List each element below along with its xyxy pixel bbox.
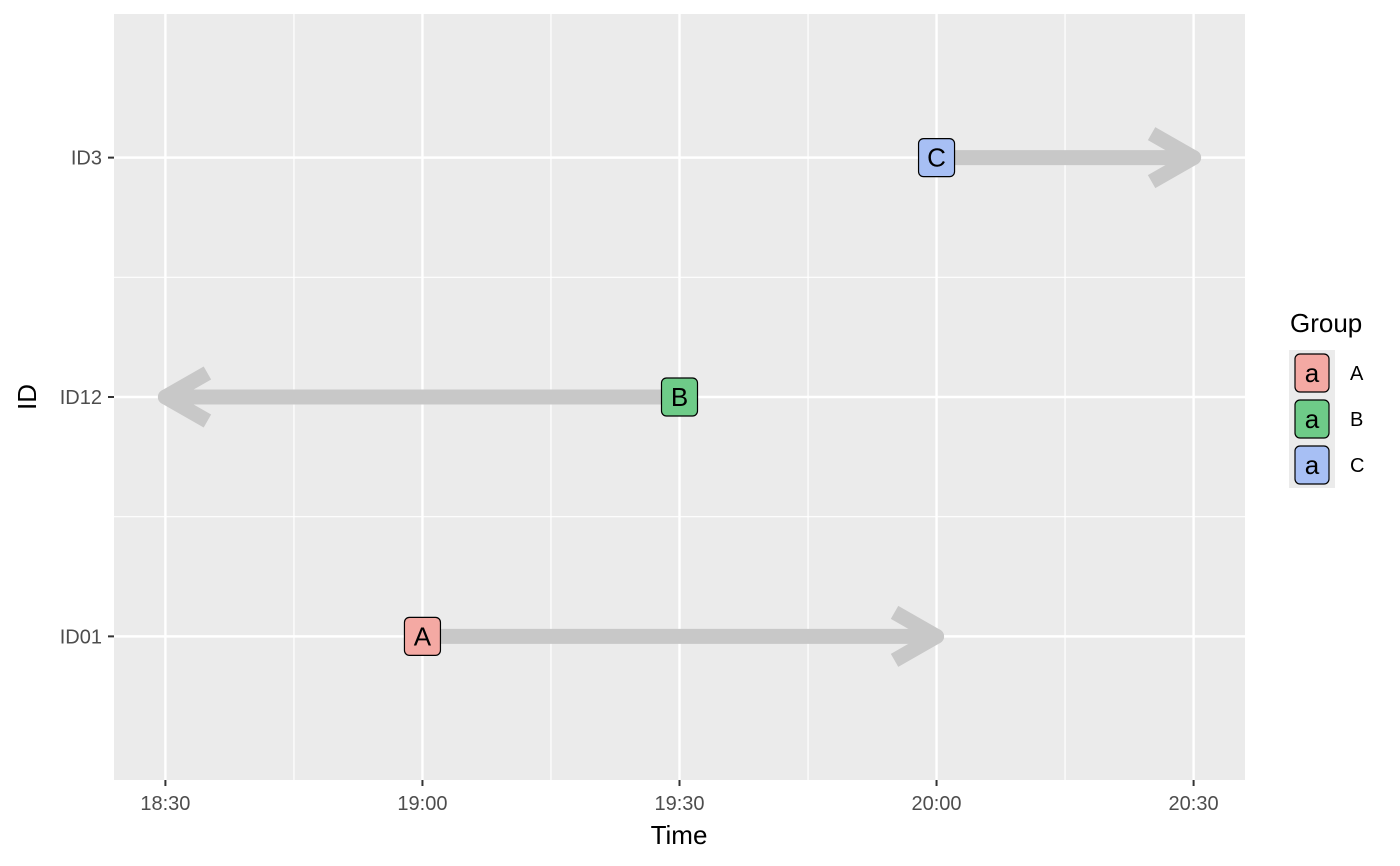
- x-tick-label: 19:00: [397, 793, 447, 815]
- major-grid: [114, 14, 1245, 780]
- point-label-C: C: [917, 138, 956, 178]
- legend-key-glyph: a: [1305, 404, 1320, 434]
- arrows: [157, 127, 1202, 667]
- legend-key: [1294, 399, 1330, 439]
- arrow-head: [1147, 127, 1202, 189]
- point-labels: A B C: [403, 138, 956, 656]
- legend-key: [1294, 353, 1330, 393]
- legend-label: A: [1350, 363, 1364, 385]
- label-text: C: [927, 143, 946, 173]
- legend-key: [1294, 445, 1330, 485]
- arrow-C: [929, 127, 1202, 189]
- x-axis-title: Time: [651, 820, 708, 850]
- y-tick-label: ID01: [60, 626, 102, 648]
- x-tick-label: 20:30: [1169, 793, 1219, 815]
- y-tick-label: ID3: [71, 148, 102, 170]
- legend-title: Group: [1290, 308, 1362, 338]
- legend: Group a Aa Ba C: [1289, 308, 1364, 488]
- y-axis: ID01 ID12 ID3: [60, 148, 114, 648]
- legend-key-glyph: a: [1305, 358, 1320, 388]
- label-text: B: [671, 382, 688, 412]
- point-label-A: A: [403, 616, 442, 656]
- x-tick-label: 19:30: [654, 793, 704, 815]
- label-box: [917, 138, 956, 178]
- legend-key-glyph: a: [1305, 450, 1320, 480]
- arrow-head: [890, 605, 945, 667]
- arrow-B: [157, 366, 687, 428]
- arrow-A: [414, 605, 945, 667]
- x-tick-label: 20:00: [912, 793, 962, 815]
- arrow-head: [157, 366, 212, 428]
- x-tick-label: 18:30: [140, 793, 190, 815]
- label-text: A: [414, 621, 432, 651]
- legend-label: C: [1350, 455, 1364, 477]
- y-axis-title: ID: [12, 384, 42, 410]
- label-box: [660, 377, 699, 417]
- y-tick-label: ID12: [60, 387, 102, 409]
- legend-label: B: [1350, 409, 1363, 431]
- label-box: [403, 616, 442, 656]
- x-axis: 18:30 19:00 19:30 20:00 20:30: [140, 780, 1219, 815]
- point-label-B: B: [660, 377, 699, 417]
